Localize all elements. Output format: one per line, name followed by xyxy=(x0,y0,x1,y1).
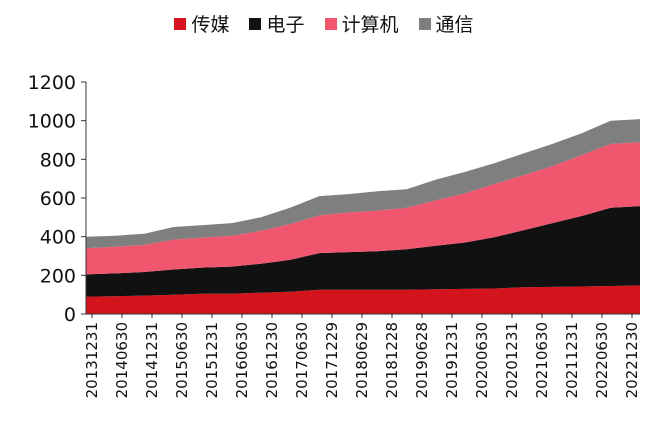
x-tick-label: 20140630 xyxy=(113,322,131,398)
x-tick-label: 20131231 xyxy=(83,322,101,398)
x-tick-label: 20221230 xyxy=(623,322,641,398)
x-tick-label: 20151231 xyxy=(203,322,221,398)
series-area-2 xyxy=(86,142,640,275)
x-tick-label: 20210630 xyxy=(533,322,551,398)
x-tick-label: 20180629 xyxy=(353,322,371,398)
x-tick-label: 20201231 xyxy=(503,322,521,398)
x-tick-label: 20161230 xyxy=(263,322,281,398)
series-area-3 xyxy=(86,119,640,249)
chart-legend: 传媒 电子 计算机 通信 xyxy=(0,10,648,37)
legend-label: 通信 xyxy=(435,14,474,36)
legend-item: 电子 xyxy=(249,10,305,37)
series-area-0 xyxy=(86,285,640,314)
legend-item: 传媒 xyxy=(174,10,229,37)
series-area-1 xyxy=(86,206,640,297)
y-tick-label: 0 xyxy=(64,304,76,326)
legend-swatch xyxy=(418,17,431,30)
x-tick-label: 20160630 xyxy=(233,322,251,398)
y-tick-label: 200 xyxy=(40,265,76,287)
y-tick-label: 400 xyxy=(40,227,76,249)
legend-item: 计算机 xyxy=(324,10,399,37)
x-tick-label: 20190628 xyxy=(413,322,431,398)
x-tick-label: 20211231 xyxy=(563,322,581,398)
legend-swatch xyxy=(174,17,187,30)
legend-swatch xyxy=(249,17,262,30)
legend-swatch xyxy=(324,17,337,30)
x-tick-label: 20220630 xyxy=(593,322,611,398)
x-tick-label: 20170630 xyxy=(293,322,311,398)
x-tick-label: 20171229 xyxy=(323,322,341,398)
legend-label: 计算机 xyxy=(341,14,399,36)
x-tick-label: 20181228 xyxy=(383,322,401,398)
y-tick-label: 1200 xyxy=(28,72,76,94)
y-tick-label: 800 xyxy=(40,149,76,171)
x-tick-label: 20150630 xyxy=(173,322,191,398)
legend-label: 传媒 xyxy=(191,14,230,36)
y-tick-label: 600 xyxy=(40,188,76,210)
legend-label: 电子 xyxy=(266,14,305,36)
x-tick-label: 20141231 xyxy=(143,322,161,398)
x-tick-label: 20200630 xyxy=(473,322,491,398)
x-tick-label: 20191231 xyxy=(443,322,461,398)
legend-item: 通信 xyxy=(418,10,474,37)
y-tick-label: 1000 xyxy=(28,111,76,133)
